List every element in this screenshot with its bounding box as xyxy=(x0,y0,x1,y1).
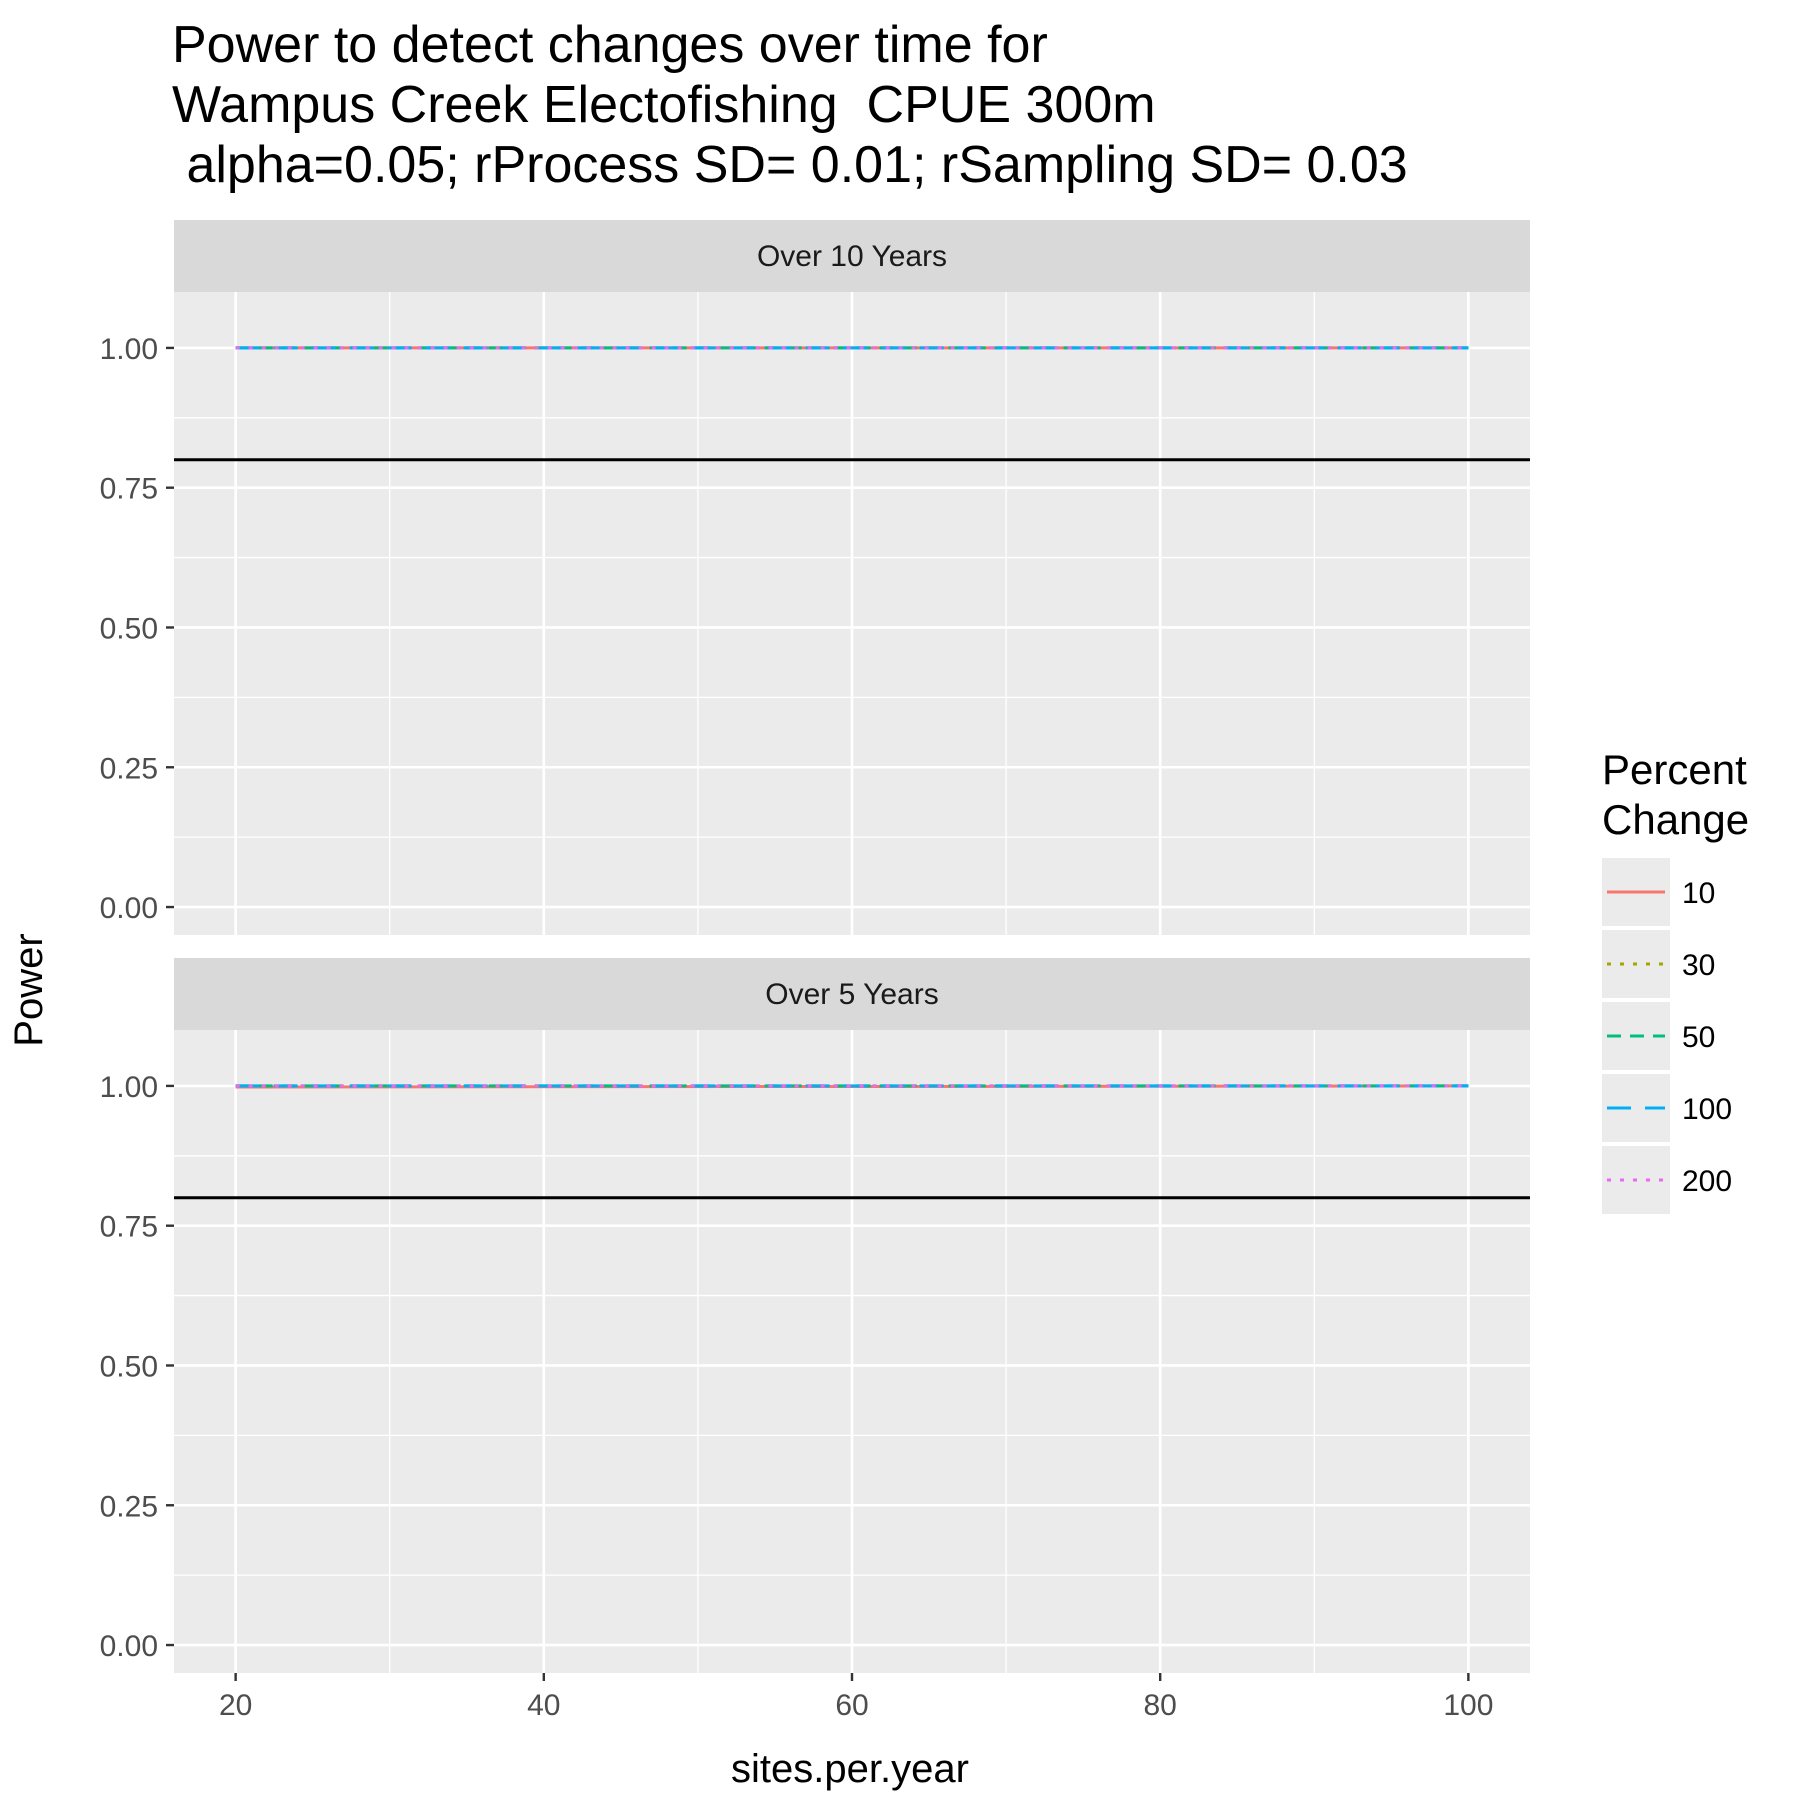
x-axis-title: sites.per.year xyxy=(731,1747,969,1791)
legend-label: 200 xyxy=(1682,1165,1732,1198)
legend-item-50: 50 xyxy=(1602,1002,1715,1070)
y-tick-label: 0.75 xyxy=(100,473,158,506)
chart-title-line-3: alpha=0.05; rProcess SD= 0.01; rSampling… xyxy=(172,136,1408,194)
facet-strip xyxy=(174,220,1530,292)
y-tick-label: 0.25 xyxy=(100,1490,158,1523)
x-tick-label: 80 xyxy=(1143,1689,1176,1722)
legend-item-100: 100 xyxy=(1602,1074,1732,1142)
legend: Percent Change 10 30 50 100 200 xyxy=(1602,746,1749,1214)
legend-title-line-2: Change xyxy=(1602,796,1749,843)
legend-label: 10 xyxy=(1682,877,1715,910)
facet-strip-label: Over 10 Years xyxy=(757,240,947,273)
facet-strip xyxy=(174,958,1530,1030)
legend-item-200: 200 xyxy=(1602,1146,1732,1214)
x-tick-label: 60 xyxy=(835,1689,868,1722)
chart-title-line-1: Power to detect changes over time for xyxy=(172,16,1048,74)
x-axis: 20 40 60 80 100 xyxy=(219,1673,1493,1722)
x-tick-label: 100 xyxy=(1443,1689,1493,1722)
chart-title-line-2: Wampus Creek Electofishing CPUE 300m xyxy=(172,76,1156,134)
x-tick-label: 40 xyxy=(527,1689,560,1722)
y-tick-label: 0.00 xyxy=(100,1630,158,1663)
y-tick-label: 1.00 xyxy=(100,1071,158,1104)
y-tick-label: 1.00 xyxy=(100,333,158,366)
legend-item-30: 30 xyxy=(1602,930,1715,998)
legend-label: 30 xyxy=(1682,949,1715,982)
legend-title-line-1: Percent xyxy=(1602,746,1747,793)
legend-item-10: 10 xyxy=(1602,858,1715,926)
x-tick-label: 20 xyxy=(219,1689,252,1722)
facet-panel-1: Over 5 Years 0.00 0.25 0.50 0.75 1.00 xyxy=(100,958,1530,1673)
y-axis-title: Power xyxy=(7,933,51,1046)
facet-panel-0: Over 10 Years 0.00 0.25 0.50 0.75 1.00 xyxy=(100,220,1530,935)
chart-title: Power to detect changes over time for Wa… xyxy=(172,16,1408,194)
facet-strip-label: Over 5 Years xyxy=(765,978,938,1011)
y-tick-label: 0.50 xyxy=(100,612,158,645)
y-tick-label: 0.75 xyxy=(100,1211,158,1244)
y-tick-label: 0.50 xyxy=(100,1350,158,1383)
legend-label: 100 xyxy=(1682,1093,1732,1126)
y-tick-label: 0.25 xyxy=(100,752,158,785)
y-tick-label: 0.00 xyxy=(100,892,158,925)
legend-label: 50 xyxy=(1682,1021,1715,1054)
